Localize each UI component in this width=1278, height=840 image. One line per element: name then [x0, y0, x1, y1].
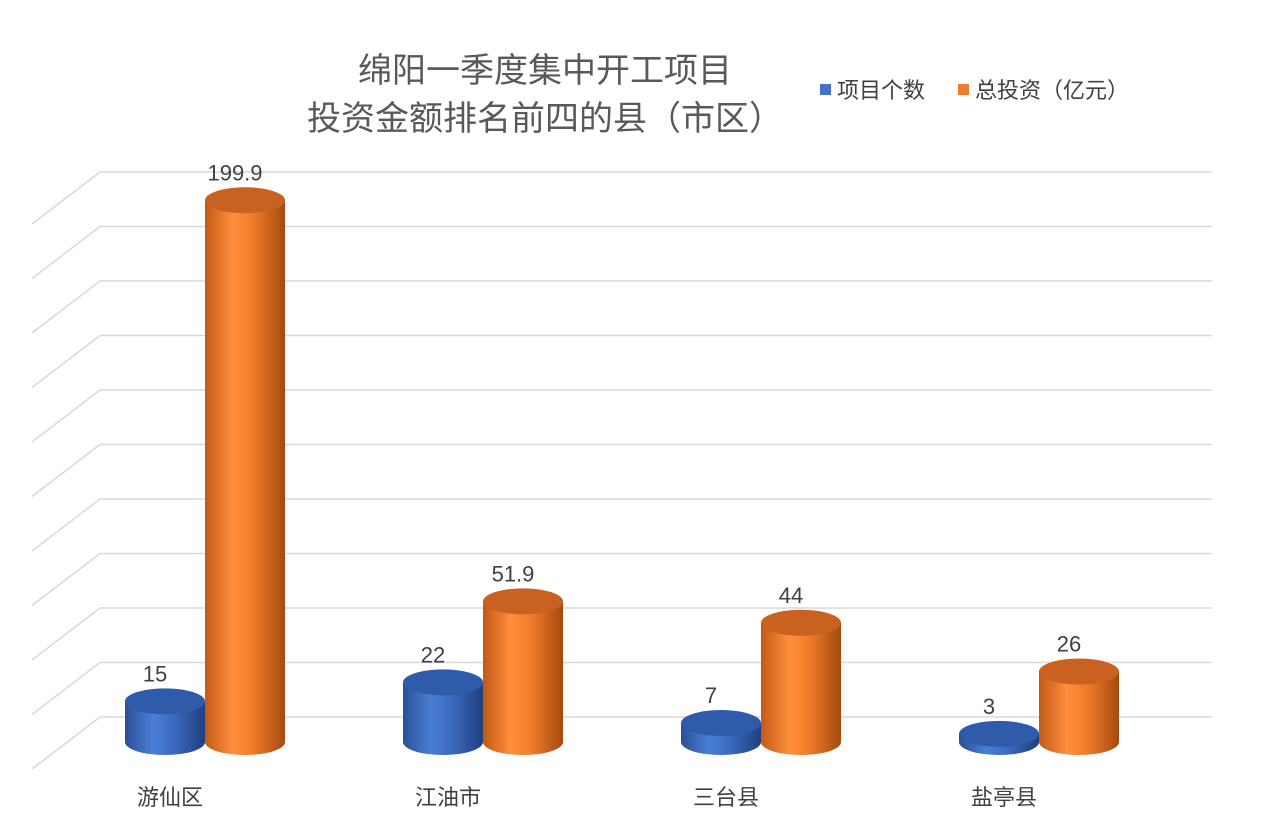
bar-top-1-3 — [1039, 658, 1119, 685]
gridline-side — [31, 280, 101, 334]
category-label: 三台县 — [693, 786, 759, 811]
gridline-side — [31, 171, 101, 225]
gridline-side — [31, 225, 101, 280]
data-label: 15 — [143, 661, 167, 686]
category-label: 游仙区 — [137, 786, 203, 811]
bar-top-0-3 — [959, 720, 1039, 747]
gridline-side — [31, 334, 101, 389]
data-label: 199.9 — [207, 160, 262, 185]
legend-label-series-1: 项目个数 — [837, 79, 925, 104]
data-label: 7 — [705, 683, 717, 708]
bars — [125, 187, 1119, 755]
gridline-side — [31, 716, 101, 770]
legend-swatch-series-1 — [820, 84, 831, 95]
bar-project-count-0 — [125, 701, 205, 755]
bar-top-1-0 — [205, 187, 285, 214]
data-label: 44 — [779, 583, 803, 608]
data-labels: 15 199.9 22 51.9 7 44 3 26 — [143, 160, 1081, 719]
data-label: 51.9 — [492, 561, 535, 586]
category-label: 盐亭县 — [971, 786, 1037, 811]
legend: 项目个数 总投资（亿元） — [820, 79, 1129, 104]
bar-investment-3 — [1039, 671, 1119, 755]
bar-top-1-2 — [761, 609, 841, 636]
gridlines — [31, 171, 1212, 770]
gridline-side — [31, 607, 101, 661]
category-labels: 游仙区 江油市 三台县 盐亭县 — [137, 786, 1037, 811]
bar-investment-0 — [205, 200, 285, 755]
gridline-side — [31, 552, 101, 607]
gridline-side — [31, 443, 101, 498]
category-label: 江油市 — [415, 786, 481, 811]
chart-title-line-2: 投资金额排名前四的县（市区） — [307, 99, 783, 139]
gridline-side — [31, 498, 101, 552]
chart-title-line-1: 绵阳一季度集中开工项目 — [358, 51, 732, 91]
bar-top-0-2 — [681, 710, 761, 737]
legend-label-series-2: 总投资（亿元） — [975, 79, 1129, 104]
data-label: 3 — [983, 694, 995, 719]
data-label: 26 — [1057, 632, 1081, 657]
bar-investment-1 — [483, 601, 563, 755]
bar-top-0-0 — [125, 688, 205, 715]
chart-title: 绵阳一季度集中开工项目 投资金额排名前四的县（市区） — [307, 51, 783, 139]
gridline-side — [31, 389, 101, 443]
bar-investment-2 — [761, 622, 841, 755]
data-label: 22 — [421, 642, 445, 667]
gridline-side — [31, 661, 101, 716]
bar-project-count-1 — [403, 682, 483, 755]
bar-top-0-1 — [403, 669, 483, 696]
bar-top-1-1 — [483, 588, 563, 615]
legend-swatch-series-2 — [958, 84, 969, 95]
